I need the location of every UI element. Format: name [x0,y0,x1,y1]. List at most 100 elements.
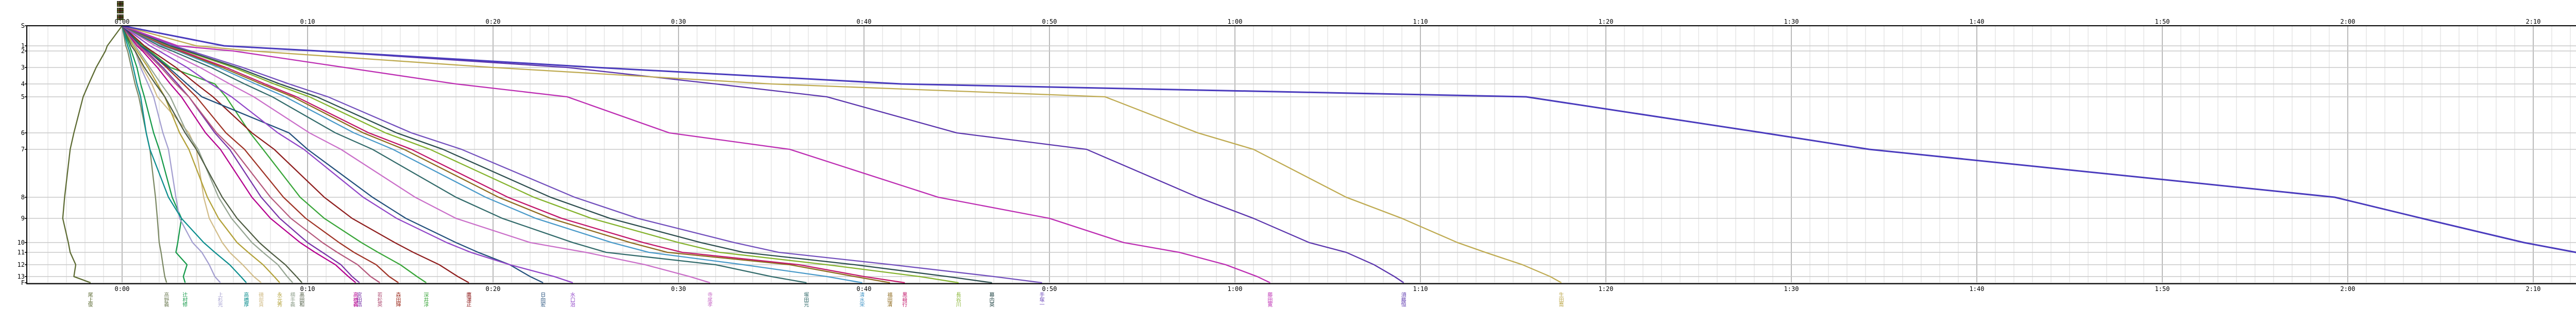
runner-name-森田輝: 森 田 輝 [396,293,401,308]
runner-name-磯部貞: 磯 部 貞 [259,293,264,308]
runner-name-若松英: 若 松 英 [377,293,383,308]
runner-name-水口治: 水 口 治 [570,293,575,308]
runner-name-高橋義: 高 橋 義 [353,293,359,308]
y-axis-label-left: 8 [21,194,25,201]
x-axis-label-bottom: 1:40 [1969,285,1985,293]
x-axis-label-top: 1:00 [1227,18,1243,25]
x-axis-label-top: 0:20 [485,18,501,25]
runner-name-尾上俊: 尾 上 俊 [88,293,93,308]
runner-name-生田喬: 生 田 喬 [1558,293,1564,308]
runner-line-寺尾孝 [122,25,710,284]
runner-name-宮田浩: 宮 田 浩 [357,293,362,308]
x-axis-label-bottom: 0:20 [485,285,501,293]
y-axis-label-left: 6 [21,129,25,136]
runner-name-藤田寛: 藤 田 寛 [1267,293,1273,308]
y-axis-label-left: 2 [21,47,25,55]
y-axis-label-left: 7 [21,146,25,153]
x-axis-label-bottom: 0:10 [300,285,315,293]
runner-name-長谷川: 長 谷 川 [956,293,961,308]
y-axis-label-left: 4 [21,80,25,88]
x-axis-label-bottom: 2:00 [2340,285,2355,293]
runner-line-尾上俊 [62,25,123,284]
y-axis-label-left: 9 [21,215,25,222]
x-axis-label-bottom: 1:10 [1413,285,1428,293]
runner-line-長谷川 [122,25,959,284]
runner-name-日向宏: 日 向 宏 [540,293,546,308]
runner-line-日向宏 [122,25,544,284]
y-axis-label-left: F [21,279,25,286]
map-thumbnail-icon-1 [117,1,124,7]
runner-line-高橋菊 [122,25,2576,253]
map-thumbnail-icon-2 [117,8,124,13]
x-axis-label-top: 1:50 [2155,18,2170,25]
x-axis-label-bottom: 1:20 [1598,285,1614,293]
x-axis-label-top: 2:00 [2340,18,2355,25]
x-axis-label-top: 0:40 [856,18,872,25]
runner-name-黒﨑行: 黒 﨑 行 [902,293,908,308]
runner-line-高橋厚 [121,25,247,283]
runner-name-寺尾孝: 寺 尾 孝 [707,293,713,308]
x-axis-label-top: 0:00 [114,18,130,25]
x-axis-label-top: 1:30 [1784,18,1799,25]
runner-name-深井淳: 深 井 淳 [423,293,429,308]
y-axis-label-left: 10 [17,239,25,246]
runner-line-辻村修 [121,25,188,283]
runner-line-横手義 [122,25,294,283]
x-axis-label-bottom: 1:50 [2155,285,2170,293]
runner-name-高橋厚: 高 橋 厚 [244,293,249,308]
runner-line-森田輝 [122,25,399,283]
runner-line-幕内英 [122,25,992,284]
x-axis-label-top: 2:10 [2526,18,2541,25]
x-axis-label-bottom: 0:40 [856,285,872,293]
runner-line-塚田元 [122,25,807,284]
runner-name-手塚一: 手 塚 一 [1039,293,1045,308]
runner-name-辻村修: 辻 村 修 [182,293,188,308]
runner-name-髙野義: 髙 野 義 [164,293,170,308]
x-axis-label-top: 1:40 [1969,18,1985,25]
runner-name-幕内英: 幕 内 英 [989,293,995,308]
y-axis-label-left: 12 [17,261,25,268]
runner-line-福田清 [122,25,890,284]
runner-name-永元秀: 永 元 秀 [277,293,282,308]
x-axis-label-bottom: 0:50 [1042,285,1057,293]
runner-name-清水栄: 清 水 栄 [859,293,865,308]
y-axis-label-left: 11 [17,249,25,256]
x-axis-label-top: 0:10 [300,18,315,25]
x-axis-label-bottom: 0:00 [114,285,130,293]
x-axis-label-bottom: 0:30 [671,285,686,293]
y-axis-label-left: S [21,22,25,29]
runner-name-髙田和: 髙 田 和 [299,293,305,308]
y-axis-label-left: 13 [17,273,25,280]
runner-name-須藤恒: 須 藤 恒 [1401,293,1406,308]
runner-line-髙田和 [121,25,303,283]
runner-line-水口治 [122,25,573,284]
x-axis-label-bottom: 1:30 [1784,285,1799,293]
runner-line-清水栄 [122,25,862,284]
runner-line-生田喬 [122,25,1562,284]
runner-name-鷹澤正: 鷹 澤 正 [466,293,472,308]
runner-line-高橋義 [122,25,357,283]
runner-name-塚田元: 塚 田 元 [804,293,809,308]
runner-name-上杉光: 上 杉 光 [217,293,223,308]
map-thumbnail-icon-3 [117,14,124,20]
x-axis-label-top: 0:50 [1042,18,1057,25]
runner-line-深井淳 [122,25,427,283]
runner-line-鷹澤正 [122,25,469,284]
runner-line-宮田浩 [122,25,360,283]
runner-line-若松英 [122,25,381,283]
runner-line-藤田寛 [122,25,1270,284]
x-axis-label-top: 1:20 [1598,18,1614,25]
x-axis-label-bottom: 2:10 [2526,285,2541,293]
runner-name-福田清: 福 田 清 [887,293,893,308]
y-axis-label-left: 3 [21,64,25,71]
runner-line-手塚一 [122,25,1042,284]
x-axis-label-bottom: 1:00 [1227,285,1243,293]
x-axis-label-top: 0:30 [671,18,686,25]
runner-line-黒﨑行 [122,25,905,284]
y-axis-label-left: 1 [21,42,25,49]
y-axis-label-left: 5 [21,93,25,100]
x-axis-label-top: 1:10 [1413,18,1428,25]
plot-border [26,25,2576,284]
